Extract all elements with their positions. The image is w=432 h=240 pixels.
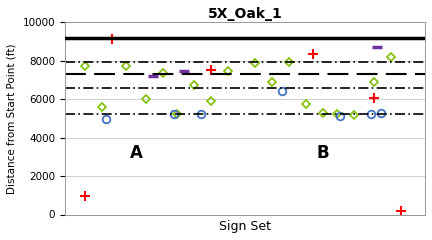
Y-axis label: Distance from Start Point (ft): Distance from Start Point (ft) [7,43,17,193]
Title: 5X_Oak_1: 5X_Oak_1 [208,7,283,21]
X-axis label: Sign Set: Sign Set [219,220,271,233]
Text: A: A [130,144,143,162]
Text: B: B [317,144,330,162]
